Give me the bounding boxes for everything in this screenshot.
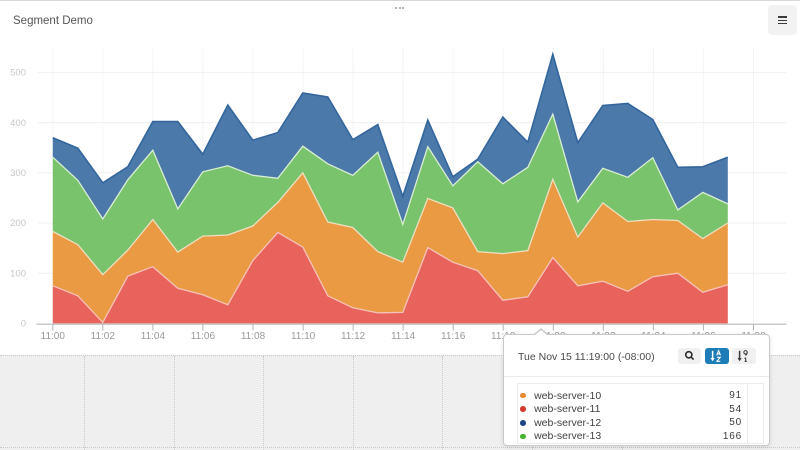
svg-text:11:16: 11:16 (441, 331, 466, 342)
svg-text:200: 200 (10, 218, 26, 229)
svg-text:11:00: 11:00 (41, 331, 66, 342)
svg-text:11:14: 11:14 (391, 331, 416, 342)
svg-text:11:08: 11:08 (241, 331, 266, 342)
svg-text:11:04: 11:04 (141, 331, 166, 342)
svg-text:11:02: 11:02 (91, 331, 116, 342)
svg-text:11:10: 11:10 (291, 331, 316, 342)
svg-text:11:12: 11:12 (341, 331, 366, 342)
svg-text:100: 100 (10, 268, 26, 279)
svg-text:500: 500 (10, 68, 26, 79)
svg-text:11:06: 11:06 (191, 331, 216, 342)
svg-text:300: 300 (10, 168, 26, 179)
svg-text:400: 400 (10, 118, 26, 129)
svg-text:0: 0 (21, 319, 26, 330)
